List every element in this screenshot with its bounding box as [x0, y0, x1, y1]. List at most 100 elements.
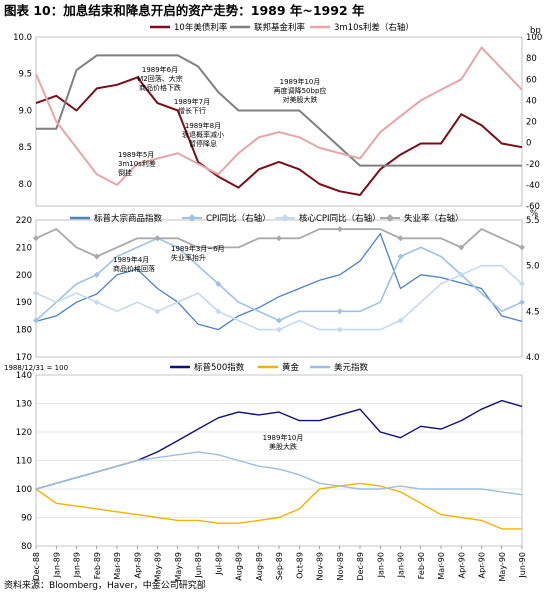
annotation-0-4: 1989年10月再度调降50bp应对美股大跌	[274, 77, 327, 104]
series-marker-3-18	[397, 235, 404, 242]
x-tick-label-22: Apr-90	[478, 552, 487, 578]
annotation-1-1: 1989年3月~6月失业率抬升	[171, 244, 225, 262]
y-left-tick-2-2: 120	[16, 428, 32, 438]
y-left-tick-2-6: 80	[21, 542, 32, 552]
y-right-tick-0-8: -60	[526, 202, 540, 212]
x-tick-label-9: Jul-89	[214, 552, 223, 576]
y-right-tick-0-1: 80	[526, 54, 537, 64]
x-tick-label-1: Jan-89	[52, 552, 61, 578]
y-left-tick-1-5: 170	[16, 353, 32, 363]
series-line-2-2	[35, 451, 523, 496]
y-right-tick-1-2: 4.5	[526, 307, 540, 317]
y-right-tick-0-2: 60	[526, 75, 537, 85]
series-marker-3-6	[154, 235, 161, 242]
series-marker-3-9	[215, 244, 222, 251]
x-tick-label-5: Apr-89	[133, 552, 142, 578]
x-tick-label-8: Jun-89	[194, 552, 203, 579]
legend-label-0-0: 10年美债利率	[174, 22, 228, 33]
legend-label-1-2: 核心CPI同比（右轴）	[299, 213, 381, 224]
series-marker-3-0	[33, 235, 39, 242]
y-right-unit-1: %	[530, 209, 538, 219]
y-left-tick-0-2: 9.0	[18, 106, 32, 116]
series-marker-2-0	[33, 290, 39, 297]
series-marker-1-9	[215, 280, 222, 287]
x-tick-label-18: Jan-90	[397, 552, 406, 578]
legend-label-1-0: 标普大宗商品指数	[94, 213, 163, 224]
series-marker-2-21	[458, 271, 465, 278]
annotation-0-3: 1989年5月 3m10s利差倒挂	[118, 150, 156, 177]
series-marker-1-24	[519, 299, 525, 306]
y-right-unit-0: bp	[530, 26, 541, 36]
y-right-tick-0-7: -40	[526, 181, 540, 191]
x-tick-label-23: May-90	[498, 552, 507, 581]
y-left-tick-2-0: 140	[16, 371, 32, 381]
x-tick-label-13: Oct-89	[295, 552, 304, 579]
y-left-tick-1-2: 200	[16, 271, 32, 281]
legend-label-0-2: 3m10s利差（右轴）	[334, 22, 414, 33]
y-right-tick-0-4: 20	[526, 118, 537, 128]
x-tick-label-2: Jan-89	[73, 552, 82, 578]
plot-frame-0	[35, 36, 523, 207]
series-marker-1-12	[276, 317, 282, 324]
y-right-tick-1-1: 5.0	[526, 262, 540, 272]
y-right-tick-1-3: 4.0	[526, 353, 540, 363]
x-tick-label-10: Aug-89	[235, 552, 244, 581]
x-tick-label-15: Nov-89	[336, 552, 345, 580]
x-tick-label-21: Apr-90	[457, 552, 466, 578]
legend-marker-1-2	[281, 214, 289, 222]
y-left-tick-0-0: 10.0	[13, 33, 32, 43]
x-tick-label-24: Jun-90	[518, 552, 527, 579]
x-tick-label-14: Nov-89	[316, 552, 325, 580]
y-left-tick-2-1: 130	[16, 400, 32, 410]
legend-label-1-1: CPI同比（右轴）	[206, 213, 271, 224]
series-marker-3-21	[458, 244, 465, 251]
series-marker-1-18	[397, 253, 404, 260]
y-left-tick-0-1: 9.5	[18, 70, 32, 80]
legend-marker-1-1	[188, 214, 196, 222]
x-tick-label-3: Feb-89	[93, 552, 102, 579]
y-left-tick-2-5: 90	[21, 514, 32, 524]
series-marker-2-3	[93, 299, 100, 306]
x-tick-label-11: Aug-89	[255, 552, 264, 581]
series-marker-2-9	[215, 308, 222, 315]
y-right-tick-0-5: 0	[526, 139, 531, 149]
series-marker-1-0	[33, 317, 39, 324]
chart-source: 资料来源：Bloomberg，Haver，中金公司研究部	[4, 581, 206, 591]
y-left-tick-2-4: 100	[16, 485, 32, 495]
series-marker-2-15	[336, 326, 343, 333]
y-right-tick-0-6: -20	[526, 160, 540, 170]
annotation-0-2: 1989年8月衰退概率减小暂停降息	[182, 121, 224, 148]
x-tick-label-4: Mar-89	[113, 552, 122, 580]
series-marker-2-18	[397, 317, 404, 324]
series-marker-1-15	[336, 308, 343, 315]
y-right-tick-0-3: 40	[526, 96, 537, 106]
legend-marker-1-3	[386, 214, 394, 222]
series-marker-3-3	[93, 253, 100, 260]
y-left-tick-1-4: 180	[16, 326, 32, 336]
x-tick-label-12: Sep-89	[275, 552, 284, 580]
y-left-tick-1-1: 210	[16, 243, 32, 253]
series-marker-2-24	[519, 280, 525, 287]
y-left-tick-1-0: 220	[16, 216, 32, 226]
series-marker-3-15	[336, 226, 343, 233]
series-line-0-0	[35, 76, 523, 196]
plot-frame-1	[35, 219, 523, 358]
series-line-2-1	[35, 482, 522, 530]
y-left-tick-0-4: 8.0	[18, 180, 32, 190]
x-tick-label-0: Dec-88	[32, 552, 41, 581]
series-marker-3-12	[276, 235, 282, 242]
y-right-tick-0-0: 100	[526, 33, 542, 43]
annotation-0-1: 1989年7月增长下行	[174, 97, 210, 115]
series-line-0-1	[36, 54, 522, 167]
index-note: 1988/12/31 = 100	[4, 364, 68, 372]
series-line-1-3	[35, 228, 523, 258]
legend-label-1-3: 失业率（右轴）	[404, 213, 464, 224]
y-left-tick-2-3: 110	[16, 457, 32, 467]
annotation-0-0: 1989年6月 M2回落、大宗商品价格下跌	[137, 65, 183, 92]
y-left-tick-0-3: 8.5	[18, 143, 32, 153]
x-tick-label-7: May-89	[174, 552, 183, 581]
chart-title: 图表 10：加息结束和降息开启的资产走势：1989 年~1992 年	[4, 3, 365, 18]
series-marker-3-24	[519, 244, 525, 251]
x-tick-label-17: Jan-90	[376, 552, 385, 578]
